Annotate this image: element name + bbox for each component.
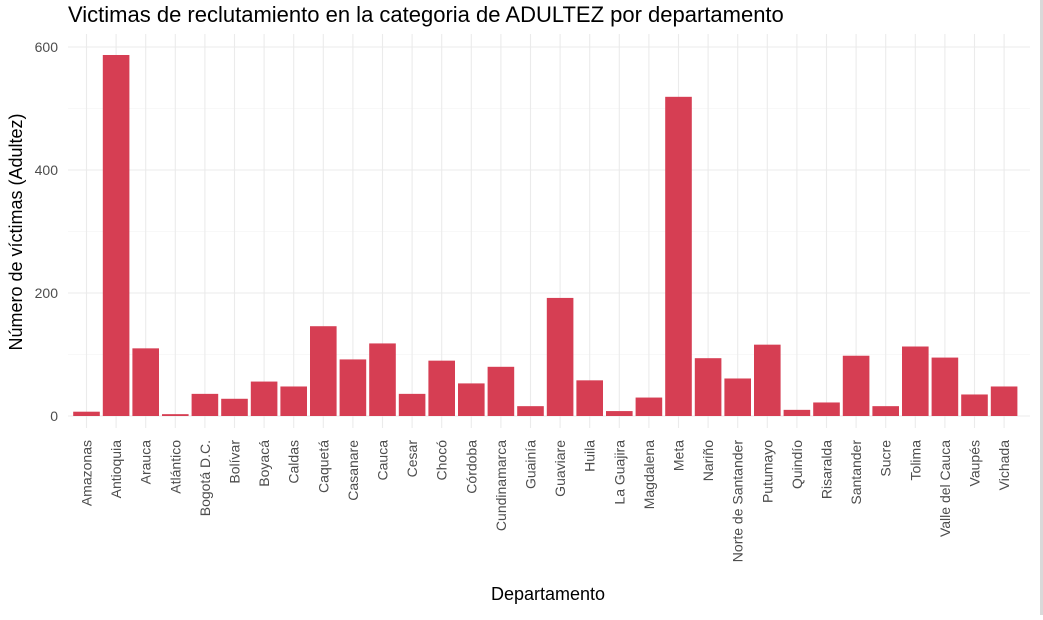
- bar-cauca: [369, 343, 396, 416]
- bar-cesar: [398, 393, 426, 416]
- x-tick-label: Vichada: [996, 440, 1012, 491]
- bar-boyacá: [250, 381, 278, 416]
- y-tick-label: 400: [35, 162, 59, 178]
- x-tick-label: Atlántico: [167, 440, 183, 494]
- bar-vichada: [990, 386, 1018, 416]
- bars: [73, 54, 1018, 417]
- x-tick-label: Guaviare: [552, 440, 568, 497]
- x-tick-label: Chocó: [434, 440, 450, 481]
- bar-valle-del-cauca: [931, 357, 959, 416]
- x-tick-label: Tolima: [907, 440, 923, 481]
- x-tick-label: Córdoba: [463, 440, 479, 494]
- bar-nariño: [694, 358, 722, 416]
- bar-amazonas: [73, 411, 100, 416]
- bar-casanare: [339, 359, 367, 416]
- x-tick-label: Guainía: [523, 440, 539, 489]
- x-tick-label: Huila: [582, 440, 598, 472]
- x-tick-label: Cundinamarca: [493, 440, 509, 531]
- x-tick-label: Bogotá D.C.: [197, 440, 213, 516]
- x-tick-label: Meta: [671, 440, 687, 471]
- bar-quindío: [783, 409, 811, 416]
- x-tick-label: Vaupés: [967, 440, 983, 486]
- bar-arauca: [132, 348, 159, 416]
- y-tick-labels: 0 200 400 600: [35, 39, 59, 424]
- x-tick-label: La Guajira: [611, 440, 627, 505]
- bar-atlántico: [162, 414, 189, 416]
- bar-vaupés: [961, 394, 988, 416]
- bar-sucre: [872, 406, 899, 416]
- x-tick-label: Caquetá: [315, 440, 331, 493]
- y-tick-label: 600: [35, 39, 59, 55]
- x-tick-label: Quindío: [789, 440, 805, 489]
- bar-bogotá-d-c-: [191, 393, 219, 416]
- x-tick-label: Santander: [848, 440, 864, 505]
- bar-cundinamarca: [487, 366, 515, 416]
- x-tick-label: Valle del Cauca: [937, 440, 953, 537]
- bar-caldas: [280, 386, 307, 416]
- x-tick-label: Sucre: [878, 440, 894, 477]
- bar-la-guajira: [606, 411, 633, 416]
- bar-guainía: [517, 406, 544, 416]
- x-tick-label: Putumayo: [759, 440, 775, 503]
- bar-meta: [665, 96, 692, 416]
- y-tick-label: 200: [35, 285, 59, 301]
- bar-magdalena: [635, 397, 663, 416]
- x-tick-label: Bolívar: [227, 440, 243, 484]
- y-axis-title: Número de víctimas (Adultez): [6, 113, 26, 350]
- x-tick-label: Cesar: [404, 440, 420, 478]
- x-tick-label: Antioquia: [108, 440, 124, 499]
- bar-risaralda: [813, 402, 840, 416]
- bar-chocó: [428, 360, 455, 416]
- bar-tolima: [902, 346, 929, 416]
- chart-title: Victimas de reclutamiento en la categori…: [68, 2, 784, 27]
- bar-putumayo: [754, 344, 781, 416]
- x-tick-label: Nariño: [700, 440, 716, 481]
- x-tick-label: Boyacá: [256, 440, 272, 487]
- bar-huila: [576, 380, 603, 416]
- bar-guaviare: [546, 297, 574, 416]
- bar-córdoba: [458, 383, 485, 416]
- x-tick-label: Cauca: [375, 440, 391, 481]
- bar-norte-de-santander: [724, 378, 751, 416]
- bar-antioquia: [102, 54, 130, 417]
- x-tick-label: Risaralda: [819, 440, 835, 499]
- bar-caquetá: [310, 326, 337, 416]
- x-tick-label: Norte de Santander: [730, 440, 746, 563]
- x-tick-label: Amazonas: [79, 440, 95, 506]
- window-edge: [1040, 0, 1043, 615]
- grid-lines: [68, 34, 1030, 428]
- y-tick-label: 0: [50, 408, 58, 424]
- bar-bolívar: [221, 398, 248, 416]
- x-axis-title: Departamento: [491, 584, 605, 604]
- bar-santander: [842, 355, 870, 416]
- x-tick-labels: Amazonas Antioquia Arauca Atlántico Bogotá D…: [79, 440, 1013, 563]
- x-tick-label: Caldas: [286, 440, 302, 484]
- x-tick-label: Magdalena: [641, 440, 657, 509]
- x-tick-label: Arauca: [138, 440, 154, 485]
- x-tick-label: Casanare: [345, 440, 361, 501]
